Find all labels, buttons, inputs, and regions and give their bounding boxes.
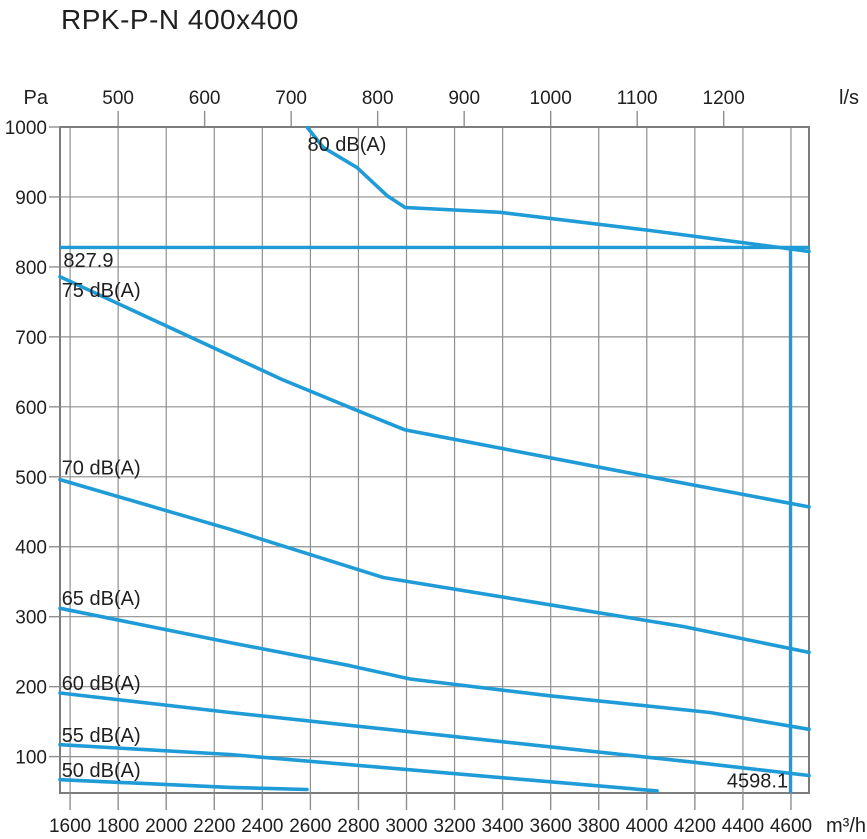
flow-bottom-unit-label: m³/h [826,815,866,837]
flow-value-label: 4598.1 [727,770,788,792]
curve-label: 50 dB(A) [62,760,141,782]
top-axis-tick-label: 800 [362,88,394,109]
left-axis-tick-label: 500 [15,468,47,489]
bottom-axis-tick-label: 4600 [770,816,812,837]
pressure-unit-label: Pa [24,87,49,109]
left-axis-tick-label: 100 [15,748,47,769]
flow-top-unit-label: l/s [839,87,859,109]
noise-curve-65-dba [58,606,811,732]
bottom-axis-tick-label: 3400 [481,816,523,837]
operating-point-layer [60,245,809,793]
left-axis-tick-label: 900 [15,188,47,209]
bottom-axis-tick-label: 2800 [337,816,379,837]
top-axis-tick-label: 1200 [703,88,745,109]
bottom-axis-tick-label: 3000 [385,816,427,837]
noise-curve-50-dba [58,777,309,792]
ticks-layer: 500 600 700 800 900 1000 1100 1200 1600 1800 2000 2… [5,88,812,837]
border-layer [59,126,810,794]
top-axis-tick-label: 1000 [530,88,572,109]
left-axis-tick-label: 1000 [5,118,47,139]
bottom-axis-tick-label: 4200 [674,816,716,837]
bottom-axis-tick-label: 3200 [433,816,475,837]
labels-layer: 80 dB(A) 75 dB(A) 70 dB(A) 65 dB(A) 60 dB(A)… [62,134,788,793]
left-axis-tick-label: 700 [15,328,47,349]
bottom-axis-tick-label: 4000 [626,816,668,837]
left-axis-tick-label: 600 [15,398,47,419]
bottom-axis-tick-label: 2200 [193,816,235,837]
plot-border [59,126,810,794]
curve-label: 75 dB(A) [62,280,141,302]
curve-label: 70 dB(A) [62,458,141,480]
curves-layer [58,125,811,793]
left-axis-tick-label: 300 [15,608,47,629]
top-axis-tick-label: 1100 [617,88,658,109]
curve-label: 55 dB(A) [62,725,141,747]
grid-layer [60,126,809,793]
bottom-axis-tick-label: 3600 [530,816,572,837]
bottom-axis-tick-label: 3800 [578,816,620,837]
curve-label: 65 dB(A) [62,588,141,610]
top-axis-tick-label: 700 [275,88,307,109]
curve-label: 80 dB(A) [308,134,387,156]
noise-curve-60-dba [58,691,811,778]
bottom-axis-tick-label: 2400 [241,816,283,837]
top-axis-tick-label: 600 [189,88,221,109]
noise-curve-80-dba [305,125,811,254]
pressure-value-label: 827.9 [63,250,113,272]
top-axis-tick-label: 900 [448,88,480,109]
left-axis-tick-label: 200 [15,678,47,699]
bottom-axis-tick-label: 4400 [722,816,764,837]
bottom-axis-tick-label: 1600 [49,816,91,837]
page-title: RPK-P-N 400x400 [61,4,299,35]
noise-curve-55-dba [58,742,659,793]
noise-curve-75-dba [58,274,811,509]
noise-curve-70-dba [58,477,811,655]
left-axis-tick-label: 400 [15,538,47,559]
left-axis-tick-label: 800 [15,258,47,279]
bottom-axis-tick-label: 2000 [145,816,187,837]
curve-label: 60 dB(A) [62,673,141,695]
top-axis-tick-label: 500 [102,88,134,109]
bottom-axis-tick-label: 2600 [289,816,331,837]
bottom-axis-tick-label: 1800 [97,816,139,837]
